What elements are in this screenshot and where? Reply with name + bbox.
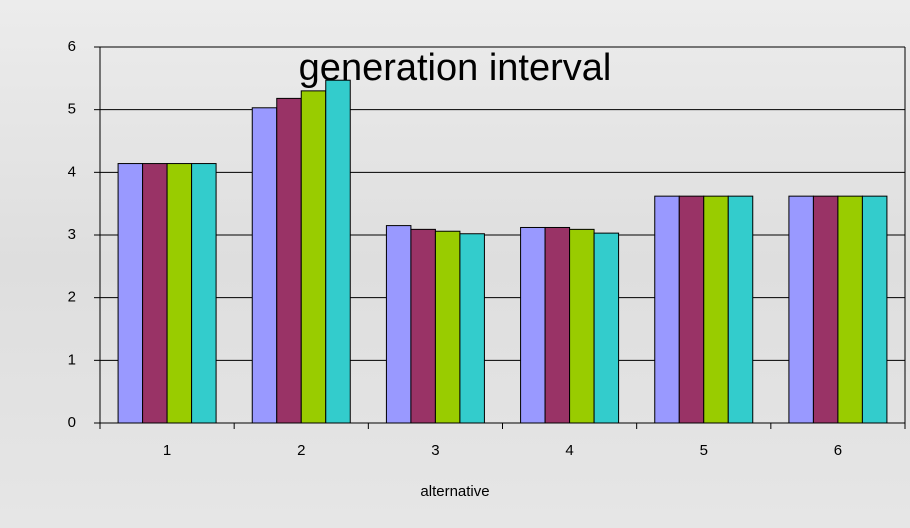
y-tick-label: 4 xyxy=(68,163,76,180)
bar xyxy=(434,230,461,424)
y-tick-label: 3 xyxy=(68,226,76,243)
x-tick-label: 4 xyxy=(565,442,573,459)
bar xyxy=(837,195,863,424)
bar xyxy=(861,195,888,424)
bar xyxy=(727,195,754,424)
y-tick-label: 6 xyxy=(68,38,76,55)
bar xyxy=(191,163,217,424)
bar xyxy=(276,97,302,424)
x-axis-label: alternative xyxy=(420,483,489,500)
x-tick-label: 1 xyxy=(163,442,171,459)
bar xyxy=(410,228,436,424)
bar xyxy=(569,228,595,424)
bar xyxy=(300,90,327,424)
y-tick-label: 5 xyxy=(68,101,76,118)
bar xyxy=(166,163,193,424)
y-tick-label: 1 xyxy=(68,351,76,368)
bar xyxy=(812,195,839,424)
bar xyxy=(117,163,144,424)
y-tick-label: 2 xyxy=(68,289,76,306)
bar xyxy=(788,195,814,424)
bar xyxy=(385,225,412,424)
bar xyxy=(703,195,729,424)
bar xyxy=(520,226,546,424)
bar xyxy=(544,226,571,424)
y-tick-label: 0 xyxy=(68,414,76,431)
chart-title: generation interval xyxy=(299,47,612,89)
x-tick-label: 5 xyxy=(700,442,708,459)
bar xyxy=(325,79,351,424)
x-tick-label: 3 xyxy=(431,442,439,459)
bar xyxy=(654,195,680,424)
x-tick-label: 2 xyxy=(297,442,305,459)
bar xyxy=(142,163,168,424)
bar xyxy=(251,107,278,424)
bar xyxy=(593,232,620,424)
x-tick-label: 6 xyxy=(834,442,842,459)
bar xyxy=(459,233,485,424)
bar xyxy=(678,195,705,424)
